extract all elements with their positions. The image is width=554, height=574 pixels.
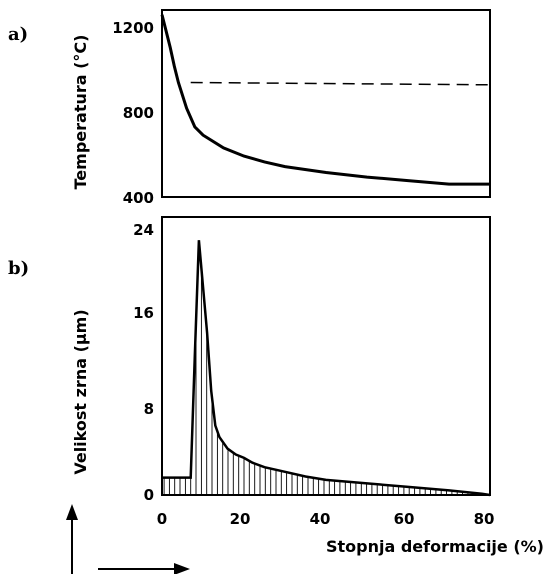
plot-frame-temperature: [161, 9, 491, 198]
ytick-size-0: 0: [144, 486, 154, 504]
ytick-size-8: 8: [144, 400, 154, 418]
temperature-dashed-line: [190, 81, 491, 86]
temperature-curve: [160, 14, 490, 186]
ytick-size-16: 16: [133, 304, 154, 322]
xlabel-deformation: Stopnja deformacije (%): [326, 537, 544, 556]
xtick-80: 80: [474, 510, 495, 528]
ylabel-grain-size: Velikost zrna (µm): [71, 309, 90, 474]
ylabel-temperature: Temperatura (°C): [71, 35, 90, 190]
grain-size-curve: [162, 240, 491, 497]
ytick-size-24: 24: [133, 221, 154, 239]
xtick-40: 40: [310, 510, 331, 528]
ytick-temp-400: 400: [123, 189, 154, 207]
vertical-arrow-icon: [66, 504, 78, 574]
horizontal-arrow-icon: [98, 563, 190, 574]
ytick-temp-800: 800: [123, 104, 154, 122]
panel-label-a: a): [8, 24, 28, 45]
xtick-0: 0: [157, 510, 167, 528]
xtick-20: 20: [230, 510, 251, 528]
panel-label-b: b): [8, 258, 29, 279]
ytick-temp-1200: 1200: [112, 19, 154, 37]
plot-frame-grain-size: [161, 216, 491, 496]
temperature-plot-area: [160, 14, 491, 186]
xtick-60: 60: [394, 510, 415, 528]
grain-size-plot-area: [162, 240, 491, 497]
